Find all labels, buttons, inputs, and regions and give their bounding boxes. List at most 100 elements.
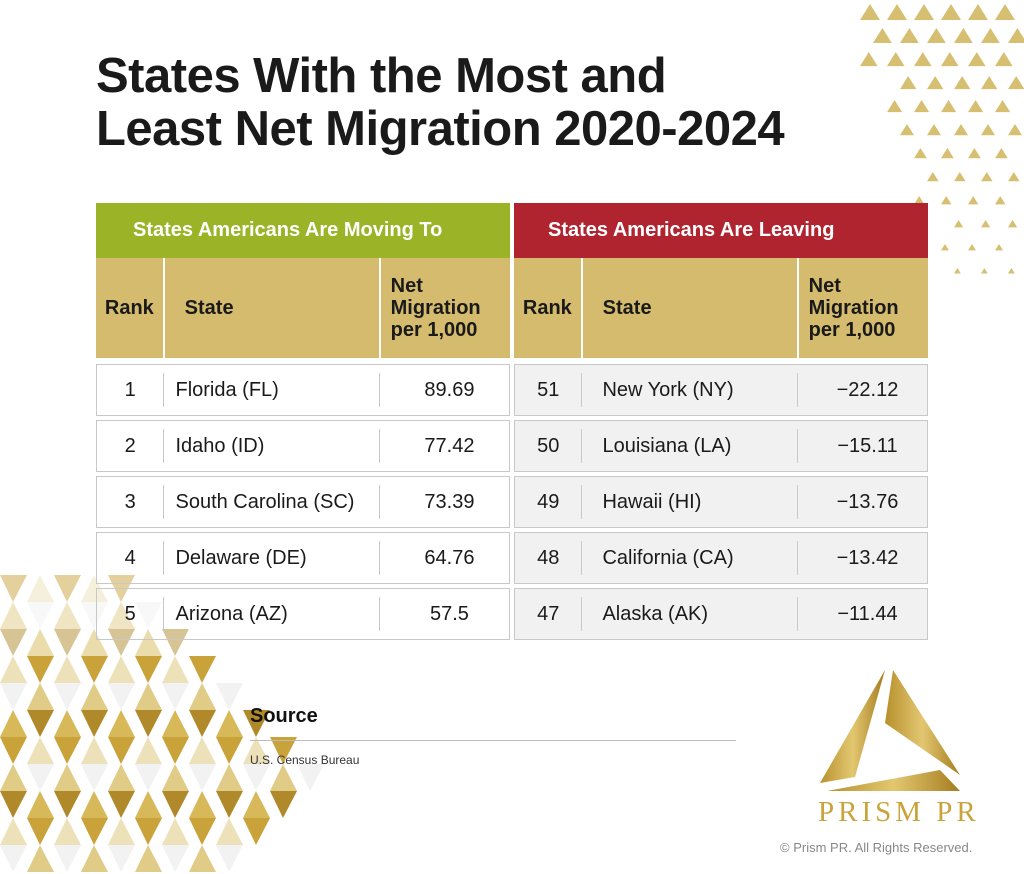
triangle	[54, 737, 81, 764]
triangle	[927, 76, 944, 90]
triangle	[1008, 172, 1020, 182]
triangle	[927, 172, 939, 182]
source-label: Source	[250, 705, 318, 727]
triangle	[27, 845, 54, 872]
triangle	[27, 764, 54, 791]
state-cell: Delaware (DE)	[164, 541, 380, 575]
triangle	[189, 764, 216, 791]
triangle	[81, 737, 108, 764]
table-row: 50 Louisiana (LA) −15.11	[514, 420, 928, 472]
triangle	[54, 818, 81, 845]
triangle	[135, 791, 162, 818]
triangle	[162, 683, 189, 710]
value-cell: 73.39	[424, 491, 475, 513]
triangle	[135, 845, 162, 872]
triangle	[81, 575, 108, 602]
table-row: 3 South Carolina (SC) 73.39	[96, 476, 510, 528]
triangle	[941, 100, 957, 113]
triangle	[860, 52, 878, 67]
triangle	[162, 656, 189, 683]
triangle	[54, 764, 81, 791]
triangle	[981, 172, 993, 182]
state-cell: Hawaii (HI)	[582, 485, 798, 519]
source-text: U.S. Census Bureau	[250, 753, 360, 767]
table-row: 4 Delaware (DE) 64.76	[96, 532, 510, 584]
triangle	[81, 683, 108, 710]
triangle	[968, 244, 976, 251]
triangle	[135, 818, 162, 845]
triangle	[108, 656, 135, 683]
triangle	[900, 76, 917, 90]
rank-cell: 2	[97, 429, 165, 463]
triangle	[189, 818, 216, 845]
triangle	[54, 656, 81, 683]
triangle	[995, 4, 1015, 20]
triangle	[981, 124, 995, 136]
triangle	[0, 818, 27, 845]
table-heading: States Americans Are Leaving	[514, 203, 928, 258]
triangle	[81, 764, 108, 791]
triangle	[243, 818, 270, 845]
triangle	[954, 268, 961, 274]
value-cell: 77.42	[424, 435, 475, 457]
triangle	[0, 710, 27, 737]
triangle	[887, 52, 905, 67]
triangle	[954, 172, 966, 182]
state-cell: Alaska (AK)	[582, 597, 798, 631]
triangle	[216, 818, 243, 845]
table-row: 51 New York (NY) −22.12	[514, 364, 928, 416]
triangle	[216, 737, 243, 764]
copyright: © Prism PR. All Rights Reserved.	[780, 840, 973, 855]
triangle	[968, 100, 984, 113]
triangle	[941, 244, 949, 251]
triangle	[954, 28, 973, 44]
triangle	[0, 629, 27, 656]
triangle	[968, 52, 986, 67]
triangle	[27, 683, 54, 710]
state-cell: Arizona (AZ)	[164, 597, 380, 631]
value-cell: 57.5	[429, 603, 469, 625]
triangle	[873, 28, 892, 44]
triangle	[243, 710, 270, 737]
decorative-triangles-top-right	[860, 4, 1024, 274]
triangle	[887, 4, 907, 20]
triangle	[135, 629, 162, 656]
triangle	[162, 737, 189, 764]
triangle	[995, 52, 1013, 67]
triangle	[954, 76, 971, 90]
triangle	[270, 737, 297, 764]
rank-cell: 1	[97, 373, 165, 407]
table-heading: States Americans Are Moving To	[96, 203, 510, 258]
triangle	[27, 818, 54, 845]
triangle	[27, 575, 54, 602]
triangle	[27, 710, 54, 737]
value-cell: 64.76	[424, 547, 475, 569]
triangle	[0, 602, 27, 629]
triangle	[995, 148, 1008, 159]
triangle	[995, 244, 1003, 251]
divider	[250, 740, 736, 741]
triangle	[135, 656, 162, 683]
value-cell: −13.76	[836, 491, 899, 513]
triangle	[914, 196, 925, 205]
triangle	[81, 602, 108, 629]
triangle	[914, 4, 934, 20]
triangle	[54, 845, 81, 872]
triangle	[162, 764, 189, 791]
triangle	[162, 818, 189, 845]
triangle	[968, 196, 979, 205]
triangle	[927, 124, 941, 136]
triangle	[954, 220, 964, 228]
table-row: 5 Arizona (AZ) 57.5	[96, 588, 510, 640]
triangle	[162, 845, 189, 872]
triangle	[927, 28, 946, 44]
triangle	[0, 575, 27, 602]
triangle	[189, 845, 216, 872]
column-header-net-migration: Net Migration per 1,000	[808, 275, 899, 341]
triangle	[941, 52, 959, 67]
triangle	[0, 791, 27, 818]
rank-cell: 47	[515, 597, 583, 631]
value-cell: −13.42	[836, 547, 899, 569]
triangle	[0, 683, 27, 710]
